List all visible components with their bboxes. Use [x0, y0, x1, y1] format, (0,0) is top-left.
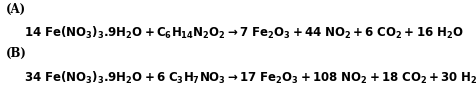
Text: (B): (B) — [6, 47, 27, 60]
Text: $\mathbf{34\ Fe(NO_3)_3.9H_2O + 6\ C_3H_7NO_3 \rightarrow 17\ Fe_2O_3 + 108\ NO_: $\mathbf{34\ Fe(NO_3)_3.9H_2O + 6\ C_3H_… — [24, 70, 476, 86]
Text: $\mathbf{14\ Fe(NO_3)_3.9H_2O + C_6H_{14}N_2O_2 \rightarrow 7\ Fe_2O_3 + 44\ NO_: $\mathbf{14\ Fe(NO_3)_3.9H_2O + C_6H_{14… — [24, 25, 464, 41]
Text: (A): (A) — [6, 3, 26, 16]
